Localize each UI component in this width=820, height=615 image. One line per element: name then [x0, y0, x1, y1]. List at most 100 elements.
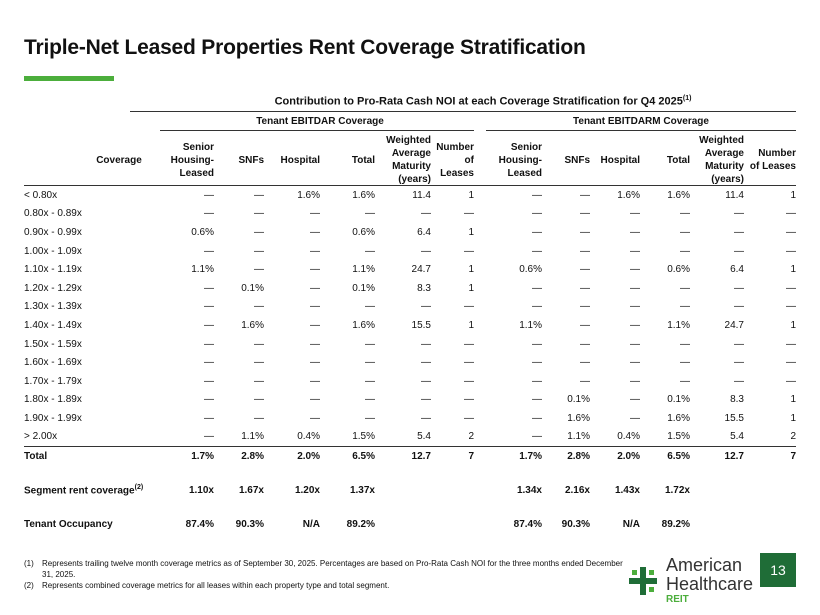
table-cell — [690, 480, 744, 500]
row-label-text: 1.20x - 1.29x — [24, 282, 82, 294]
table-cell: — — [204, 431, 214, 443]
table-cell: 2.8% — [542, 445, 590, 467]
col-header-coverage: Coverage — [96, 154, 142, 166]
table-cell: 12.7 — [375, 445, 431, 467]
table-cell: 1.37x — [349, 484, 375, 496]
footnote-2-num: (2) — [24, 581, 34, 590]
logo-line-2: Healthcare — [666, 574, 754, 594]
group-header-ebitdar: Tenant EBITDAR Coverage — [256, 116, 384, 127]
table-cell — [744, 480, 796, 500]
table-cell: — — [365, 394, 375, 406]
table-cell: — — [580, 319, 590, 331]
table-cell: — — [464, 338, 474, 350]
table-cell: — — [532, 189, 542, 201]
footnote-1: (1) Represents trailing twelve month cove… — [24, 558, 624, 580]
table-cell: — — [734, 226, 744, 238]
table-cell: 1.6% — [667, 412, 690, 424]
spacer-row — [24, 500, 796, 514]
table-cell: — — [786, 375, 796, 387]
table-cell: 12.7 — [690, 445, 744, 467]
table-body: < 0.80x — — 1.6% 1.6% 11.4 1 — — 1.6% 1.6% 11.4 1 0.8… — [24, 186, 796, 534]
table-cell: 2.16x — [564, 484, 590, 496]
table-cell: 0.1% — [667, 394, 690, 406]
table-cell: — — [464, 245, 474, 257]
occupancy-row: Tenant Occupancy 87.4% 90.3% N/A 89.2% 87.4% 9… — [24, 514, 796, 534]
row-label: Tenant Occupancy — [24, 514, 154, 534]
table-cell: — — [680, 282, 690, 294]
table-cell: — — [310, 301, 320, 313]
row-label-text: 1.60x - 1.69x — [24, 357, 82, 369]
table-cell: 90.3% — [561, 518, 590, 530]
table-cell: — — [421, 301, 431, 313]
table-cell: — — [310, 245, 320, 257]
header-rule — [24, 185, 796, 186]
group-rule-ebitdarm — [486, 130, 796, 131]
table-cell: — — [204, 208, 214, 220]
row-label: 0.80x - 0.89x — [24, 205, 154, 224]
table-cell: 7 — [431, 445, 474, 467]
table-cell: — — [532, 431, 542, 443]
table-cell: — — [254, 264, 264, 276]
col-header-wam-2: Weighted Average Maturity (years) — [699, 135, 744, 185]
table-row: 1.10x - 1.19x 1.1% — — 1.1% 24.7 1 0.6% — — 0.6% 6.… — [24, 260, 796, 279]
table-cell — [690, 514, 744, 534]
table-cell: — — [464, 394, 474, 406]
table-cell: — — [365, 208, 375, 220]
table-cell: — — [365, 301, 375, 313]
logo-cross-icon — [629, 566, 657, 595]
table-cell: — — [580, 264, 590, 276]
table-cell: 0.6% — [519, 264, 542, 276]
company-logo: American Healthcare REIT — [628, 556, 753, 605]
table-cell: 24.7 — [724, 319, 744, 331]
table-cell: 1.43x — [614, 484, 640, 496]
page-number: 13 — [760, 553, 796, 587]
table-cell: 1.1% — [191, 264, 214, 276]
table-cell: 1.5% — [667, 431, 690, 443]
table-cell: — — [204, 189, 214, 201]
segment-coverage-row: Segment rent coverage(2) 1.10x 1.67x 1.20x 1… — [24, 480, 796, 500]
row-label: 1.60x - 1.69x — [24, 353, 154, 372]
table-cell: — — [532, 375, 542, 387]
table-cell: 2.0% — [264, 445, 320, 467]
row-label-text: 1.40x - 1.49x — [24, 319, 82, 331]
table-cell: — — [310, 412, 320, 424]
spacer-row — [24, 466, 796, 480]
table-cell: 1.6% — [297, 189, 320, 201]
table-cell: 6.4 — [417, 226, 431, 238]
table-cell: 1 — [790, 264, 796, 276]
spacer-cell — [24, 500, 796, 514]
row-label: > 2.00x — [24, 428, 154, 447]
table-cell: — — [630, 226, 640, 238]
table-cell: 1.7% — [154, 445, 214, 467]
table-cell: — — [421, 357, 431, 369]
table-cell: 89.2% — [661, 518, 690, 530]
table-super-header: Contribution to Pro-Rata Cash NOI at eac… — [170, 95, 796, 108]
table-cell: 1 — [790, 319, 796, 331]
table-cell: — — [580, 208, 590, 220]
table-cell: — — [532, 282, 542, 294]
row-label: Total — [24, 445, 154, 467]
row-label-text: Tenant Occupancy — [24, 518, 113, 530]
table-cell: 5.4 — [730, 431, 744, 443]
table-cell: — — [310, 338, 320, 350]
group-rule-ebitdar — [160, 130, 474, 131]
table-cell: — — [734, 282, 744, 294]
table-cell: 24.7 — [411, 264, 431, 276]
table-cell: 1.1% — [352, 264, 375, 276]
table-cell: — — [464, 301, 474, 313]
table-cell: — — [580, 338, 590, 350]
table-cell: — — [254, 208, 264, 220]
row-label-text: 1.80x - 1.89x — [24, 394, 82, 406]
table-cell: — — [310, 357, 320, 369]
table-cell: 1.1% — [567, 431, 590, 443]
super-header-footnote-ref: (1) — [682, 95, 692, 102]
table-cell: — — [532, 208, 542, 220]
table-cell: — — [254, 338, 264, 350]
row-label: 1.70x - 1.79x — [24, 372, 154, 391]
col-header-hospital-1: Hospital — [280, 154, 320, 166]
table-cell: 1 — [468, 226, 474, 238]
table-cell: 1.67x — [238, 484, 264, 496]
table-cell: 0.1% — [241, 282, 264, 294]
table-cell: — — [310, 208, 320, 220]
table-cell: — — [680, 301, 690, 313]
